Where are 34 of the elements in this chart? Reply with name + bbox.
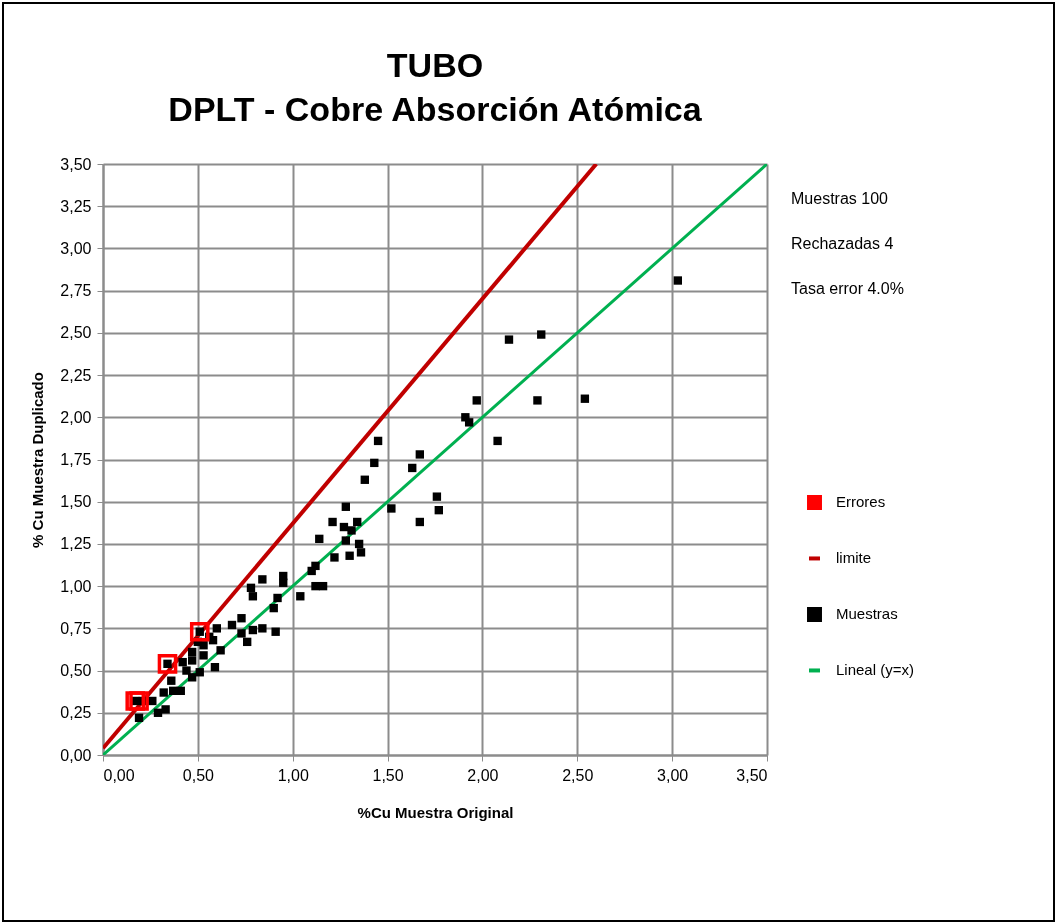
legend-label: Errores xyxy=(836,493,886,511)
text: Muestras 100 xyxy=(791,190,889,207)
y-tick-label: 2,50 xyxy=(60,324,92,342)
y-tick-label: 2,75 xyxy=(60,282,92,300)
legend-label: Muestras xyxy=(836,605,898,623)
y-tick-label: 0,00 xyxy=(60,746,92,764)
y-tick-label: 2,00 xyxy=(60,408,92,426)
y-tick-label: 2,25 xyxy=(60,366,92,384)
text: Tasa error 4.0% xyxy=(791,280,904,297)
y-tick-label: 1,50 xyxy=(60,493,92,511)
x-tick-label: 1,00 xyxy=(277,766,309,784)
y-tick-label: 1,00 xyxy=(60,577,92,595)
chart-subtitle: DPLT - Cobre Absorción Atómica xyxy=(168,90,703,128)
x-tick-label: 0,50 xyxy=(182,766,215,784)
x-tick-label: 3,50 xyxy=(736,766,768,784)
chart-title: TUBO xyxy=(386,46,484,84)
text: Rechazadas 4 xyxy=(791,235,894,252)
x-tick-label: 2,00 xyxy=(467,766,499,784)
y-tick-label: 3,50 xyxy=(60,155,92,173)
y-tick-label: 1,75 xyxy=(60,451,92,468)
x-tick-label: 1,50 xyxy=(372,766,404,784)
y-tick-label: 0,25 xyxy=(60,704,92,722)
y-tick-label: 0,75 xyxy=(60,619,92,637)
x-tick-label: 3,00 xyxy=(657,766,689,784)
y-tick-label: 3,25 xyxy=(60,197,92,215)
y-axis-title: % Cu Muestra Duplicado xyxy=(29,372,47,548)
y-tick-label: 0,50 xyxy=(60,662,92,680)
x-axis-title: %Cu Muestra Original xyxy=(357,803,514,821)
legend-label: Lineal (y=x) xyxy=(836,661,914,679)
x-tick-label: 0,00 xyxy=(103,766,135,784)
x-tick-label: 2,50 xyxy=(562,766,594,784)
y-tick-label: 3,00 xyxy=(60,239,92,257)
y-tick-label: 1,25 xyxy=(60,535,92,553)
legend-label: limite xyxy=(836,549,872,567)
